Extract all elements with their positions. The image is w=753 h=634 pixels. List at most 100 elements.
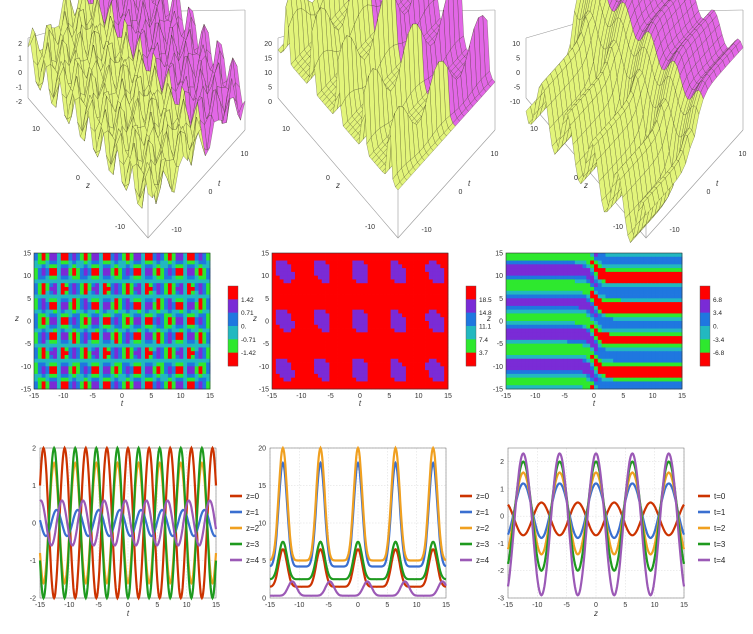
contour-cell [60,268,66,273]
contour-cell [144,373,150,379]
contour-cell [198,366,203,371]
contour-cell [122,264,127,269]
contour-cell [72,317,77,322]
contour-cell [141,271,146,277]
contour-cell [194,366,199,371]
contour-cell [122,328,127,333]
contour-cell [125,324,131,329]
contour-cell [148,260,154,265]
contour-cell [102,309,108,314]
contour-cell [114,377,119,382]
contour-cell [53,309,58,314]
contour-cell [129,309,134,314]
contour-cell [302,256,307,261]
y-tick-label: 10 [23,273,31,280]
contour-cell [49,351,54,356]
contour-cell [179,343,184,348]
contour-cell [175,328,180,333]
contour-cell [122,287,127,292]
contour-cell [125,332,131,337]
contour-cell [99,302,104,307]
contour-cell [160,302,165,307]
contour-cell [60,309,66,314]
contour-cell [110,305,115,311]
contour-cell [102,332,108,337]
contour-cell [198,309,203,314]
contour-cell [79,279,85,284]
contour-cell [91,351,96,356]
contour-cell [409,256,414,261]
contour-cell [122,339,127,345]
contour-cell [99,256,104,261]
contour-cell [60,317,66,322]
contour-cell [179,366,184,371]
contour-cell [106,328,111,333]
contour-cell [386,264,392,269]
contour-cell [79,268,85,273]
contour-cell [287,268,292,273]
contour-cell [83,260,88,265]
contour-cell [198,264,203,269]
contour-cell [41,264,46,269]
contour-cell [72,283,77,288]
contour-cell [60,290,66,295]
contour-cell [314,256,319,261]
contour-cell [41,275,46,280]
contour-cell [156,339,161,345]
contour-cell [83,283,88,288]
contour-cell [72,336,77,341]
contour-cell [125,362,131,367]
contour-cell [45,302,50,307]
contour-cell [160,321,165,326]
contour-cell [175,381,180,386]
contour-cell [198,351,203,356]
contour-cell [83,328,88,333]
contour-cell [272,253,277,258]
contour-cell [79,324,85,329]
contour-cell [118,290,123,295]
contour-cell [87,381,92,386]
contour-cell [160,253,165,258]
contour-cell [99,336,104,341]
contour-cell [137,279,142,284]
contour-cell [60,264,66,269]
contour-cell [141,321,146,326]
contour-cell [179,275,184,280]
contour-cell [110,373,115,379]
contour-cell [64,324,69,329]
contour-cell [102,343,108,348]
contour-cell [141,290,146,295]
contour-cell [60,302,66,307]
contour-cell [56,275,62,280]
contour-cell [144,264,150,269]
contour-cell [148,366,154,371]
y-tick-label: 15 [23,251,31,258]
contour-cell [164,336,169,341]
contour-cell [45,298,50,303]
contour-cell [394,253,399,258]
colorbar-swatch [228,326,238,340]
contour-cell [317,268,323,273]
vertical-tick-label: 15 [264,56,272,63]
contour-cell [129,287,134,292]
contour-cell [56,339,62,345]
contour-cell [37,332,43,337]
surface-mesh [27,0,246,209]
contour-cell [187,362,192,367]
contour-cell [194,355,199,360]
contour-cell [141,287,146,292]
contour-cell [194,343,199,348]
contour-cell [202,343,207,348]
contour-cell [83,370,88,375]
contour-cell [187,377,192,382]
contour-cell [179,309,184,314]
contour-cell [87,362,92,367]
contour-cell [41,287,46,292]
contour-cell [106,317,111,322]
contour-cell [118,279,123,284]
contour-cell [133,328,138,333]
contour-cell [371,256,376,261]
contour-cell [34,347,39,352]
contour-cell [409,260,414,265]
contour-cell [333,253,338,258]
